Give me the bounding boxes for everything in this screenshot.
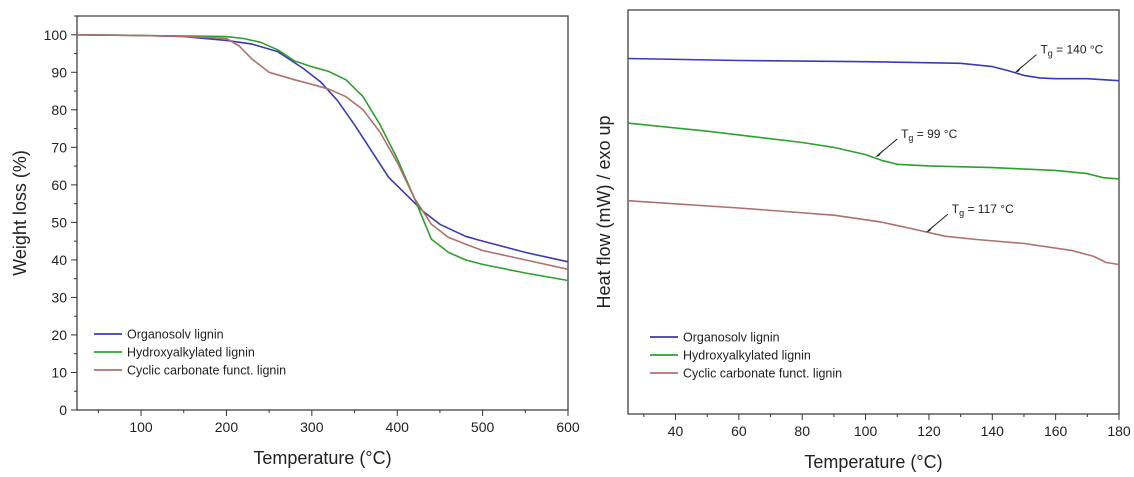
- series-line-2: [627, 122, 1120, 180]
- annotation-arrowhead: [925, 225, 934, 233]
- annotation-label-2: Tg = 99 °C: [901, 127, 958, 143]
- legend-label: Cyclic carbonate funct. lignin: [683, 367, 842, 381]
- legend-label: Hydroxyalkylated lignin: [683, 349, 811, 363]
- legend-label: Organosolv lignin: [127, 328, 224, 342]
- plot-frame: [76, 15, 569, 411]
- legend-label: Cyclic carbonate funct. lignin: [127, 364, 286, 378]
- x-tick-label: 400: [386, 419, 410, 435]
- series-line-2: [76, 34, 569, 282]
- x-tick-label: 120: [917, 423, 941, 439]
- annotation-label-1: Tg = 140 °C: [1040, 43, 1103, 59]
- x-tick-label: 300: [300, 419, 324, 435]
- x-tick-label: 200: [215, 419, 239, 435]
- x-axis-title: Temperature (°C): [804, 452, 942, 472]
- x-tick-label: 100: [129, 419, 153, 435]
- y-tick-label: 60: [51, 177, 67, 193]
- series-line-1: [76, 34, 569, 263]
- y-tick-label: 40: [51, 252, 67, 268]
- y-tick-label: 10: [51, 364, 67, 380]
- x-tick-label: 80: [794, 423, 810, 439]
- y-tick-label: 90: [51, 64, 67, 80]
- annotation-arrowhead: [1014, 65, 1023, 73]
- x-tick-label: 60: [731, 423, 747, 439]
- dsc-panel: 40 60 80 100 120 140 160 180 Temperature (°C) Hea…: [594, 9, 1131, 472]
- tga-panel: 100 200 300 400 500 600 0 10 20 30 40 50 60 70 80 90 100…: [10, 15, 580, 468]
- x-tick-label: 160: [1044, 423, 1068, 439]
- y-tick-label: 30: [51, 289, 67, 305]
- plot-frame: [627, 9, 1120, 415]
- x-tick-label: 600: [556, 419, 580, 435]
- y-tick-label: 50: [51, 214, 67, 230]
- y-tick-label: 0: [59, 402, 67, 418]
- x-tick-label: 40: [668, 423, 684, 439]
- series-line-1: [627, 57, 1120, 82]
- y-axis-title: Weight loss (%): [10, 150, 30, 276]
- x-axis-title: Temperature (°C): [253, 448, 391, 468]
- series-line-3: [627, 199, 1120, 266]
- legend-label: Organosolv lignin: [683, 331, 780, 345]
- y-tick-label: 20: [51, 327, 67, 343]
- y-tick-label: 100: [44, 27, 68, 43]
- x-tick-label: 140: [981, 423, 1005, 439]
- annotation-label-3: Tg = 117 °C: [952, 202, 1014, 218]
- y-axis-title: Heat flow (mW) / exo up: [594, 115, 614, 308]
- legend-label: Hydroxyalkylated lignin: [127, 346, 255, 360]
- annotation-arrowhead: [875, 150, 884, 158]
- series-line-3: [76, 34, 569, 271]
- x-tick-label: 500: [471, 419, 495, 435]
- x-tick-label: 180: [1107, 423, 1131, 439]
- y-tick-label: 70: [51, 139, 67, 155]
- y-tick-label: 80: [51, 102, 67, 118]
- x-tick-label: 100: [854, 423, 878, 439]
